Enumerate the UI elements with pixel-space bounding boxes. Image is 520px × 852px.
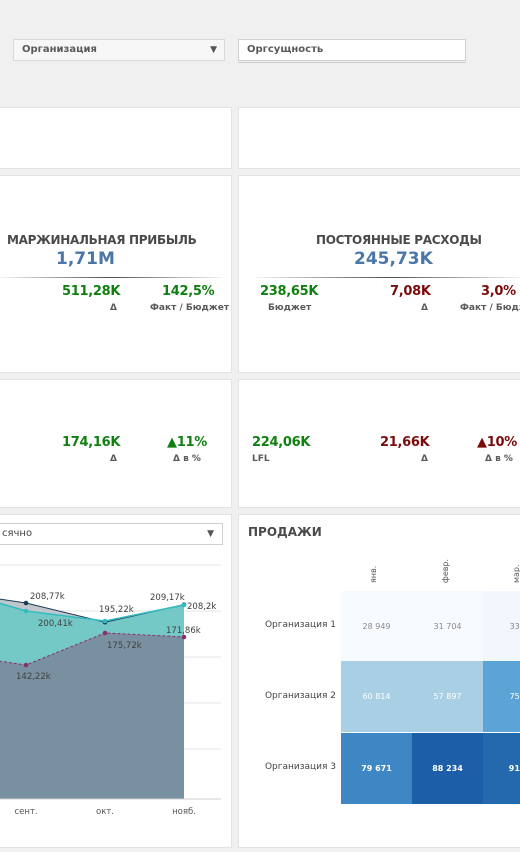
series-2-line bbox=[0, 602, 185, 622]
sales-cell[interactable]: 33 7 bbox=[483, 591, 520, 662]
data-label: 171,86k bbox=[166, 626, 201, 636]
x-tick-label: окт. bbox=[96, 807, 114, 817]
org-entity-filter-label: Оргсущность bbox=[247, 44, 324, 55]
series-3-point bbox=[23, 662, 29, 668]
data-label: 208,77k bbox=[30, 592, 65, 602]
data-label: 142,22k bbox=[16, 672, 51, 682]
organization-filter[interactable]: Организация ▼ bbox=[13, 39, 225, 61]
lfl-right-pct-value: ▲10% bbox=[477, 435, 517, 450]
kpi-fixed-budget-label: Бюджет bbox=[268, 303, 312, 313]
sales-cell[interactable]: 88 234 bbox=[412, 733, 483, 804]
lfl-left-card: 174,16K Δ ▲11% Δ в % bbox=[0, 379, 232, 508]
series-3-area bbox=[0, 633, 184, 799]
data-label: 195,22k bbox=[99, 605, 134, 615]
sales-cell[interactable]: 31 704 bbox=[412, 591, 483, 662]
chevron-down-icon: ▼ bbox=[207, 529, 214, 539]
data-label: 175,72k bbox=[107, 641, 142, 651]
sales-cell[interactable]: 75 5 bbox=[483, 661, 520, 732]
series-2-point bbox=[102, 618, 108, 624]
series-3-point bbox=[102, 630, 108, 636]
sales-row-label: Организация 3 bbox=[264, 762, 336, 772]
area-chart-card: сячно ▼ 208,77k 195,22k 209,17k 200,41k 208,… bbox=[0, 514, 232, 848]
series-2-point bbox=[23, 608, 29, 614]
kpi-fixed-budget-value: 238,65K bbox=[260, 284, 319, 299]
kpi-margin-value: 1,71M bbox=[56, 249, 115, 269]
lfl-left-pct-label: Δ в % bbox=[173, 454, 201, 464]
data-label: 209,17k bbox=[150, 593, 185, 603]
x-tick-label: нояб. bbox=[172, 807, 196, 817]
sales-cell[interactable]: 28 949 bbox=[341, 591, 412, 662]
lfl-right-value: 224,06K bbox=[252, 435, 311, 450]
kpi-fixed-divider bbox=[255, 277, 520, 278]
empty-card-right bbox=[238, 107, 520, 169]
sales-card: ПРОДАЖИ янв. февр. мар. Организация 1 Ор… bbox=[238, 514, 520, 848]
series-3-point bbox=[181, 634, 187, 640]
kpi-fixed-fact-budget-label: Факт / Бюдж bbox=[460, 303, 520, 313]
data-label: 200,41k bbox=[38, 619, 73, 629]
kpi-margin-delta-value: 511,28K bbox=[62, 284, 121, 299]
sales-cell[interactable]: 79 671 bbox=[341, 733, 412, 804]
chevron-down-icon: ▼ bbox=[210, 45, 217, 55]
data-label: 208,2k bbox=[187, 602, 216, 612]
series-3-line bbox=[0, 632, 185, 666]
kpi-fixed-title: ПОСТОЯННЫЕ РАСХОДЫ bbox=[316, 233, 482, 247]
sales-cell[interactable]: 91 0 bbox=[483, 733, 520, 804]
series-1-point bbox=[23, 600, 29, 606]
lfl-right-card: 224,06K LFL 21,66K Δ ▲10% Δ в % bbox=[238, 379, 520, 508]
lfl-right-pct-label: Δ в % bbox=[485, 454, 513, 464]
kpi-margin-fact-budget-value: 142,5% bbox=[162, 284, 215, 299]
period-select-label: сячно bbox=[2, 528, 33, 539]
kpi-margin-title: МАРЖИНАЛЬНАЯ ПРИБЫЛЬ bbox=[7, 233, 197, 247]
sales-row-label: Организация 2 bbox=[264, 691, 336, 701]
x-tick-label: сент. bbox=[14, 807, 37, 817]
empty-card-left bbox=[0, 107, 232, 169]
kpi-margin-card: МАРЖИНАЛЬНАЯ ПРИБЫЛЬ 1,71M 511,28K Δ 142… bbox=[0, 175, 232, 373]
sales-title: ПРОДАЖИ bbox=[248, 525, 322, 539]
kpi-fixed-card: ПОСТОЯННЫЕ РАСХОДЫ 245,73K 238,65K Бюдже… bbox=[238, 175, 520, 373]
kpi-margin-divider bbox=[0, 277, 223, 278]
kpi-margin-fact-budget-label: Факт / Бюджет bbox=[150, 303, 230, 313]
lfl-right-delta-label: Δ bbox=[421, 454, 428, 464]
filter-underline bbox=[238, 62, 466, 63]
lfl-left-delta-label: Δ bbox=[110, 454, 117, 464]
kpi-fixed-delta-value: 7,08K bbox=[390, 284, 431, 299]
series-2-point bbox=[181, 602, 187, 608]
period-select[interactable]: сячно ▼ bbox=[0, 523, 223, 545]
lfl-right-label: LFL bbox=[252, 454, 270, 464]
lfl-right-delta-value: 21,66K bbox=[380, 435, 430, 450]
sales-cell[interactable]: 60 814 bbox=[341, 661, 412, 732]
lfl-left-delta-value: 174,16K bbox=[62, 435, 121, 450]
kpi-margin-delta-label: Δ bbox=[110, 303, 117, 313]
organization-filter-label: Организация bbox=[22, 44, 97, 55]
kpi-fixed-delta-label: Δ bbox=[421, 303, 428, 313]
kpi-fixed-value: 245,73K bbox=[354, 249, 433, 269]
area-chart: 208,77k 195,22k 209,17k 200,41k 208,2k 142,22… bbox=[0, 564, 221, 817]
org-entity-filter[interactable]: Оргсущность bbox=[238, 39, 466, 61]
lfl-left-pct-value: ▲11% bbox=[167, 435, 207, 450]
sales-row-label: Организация 1 bbox=[264, 620, 336, 630]
sales-cell[interactable]: 57 897 bbox=[412, 661, 483, 732]
kpi-fixed-fact-budget-value: 3,0% bbox=[481, 284, 516, 299]
